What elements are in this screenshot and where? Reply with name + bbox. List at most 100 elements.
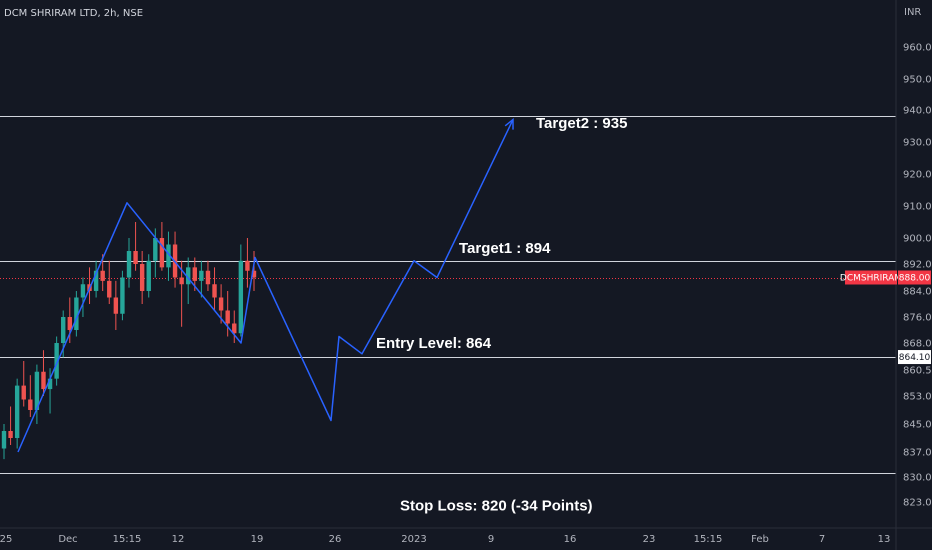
- symbol-badge-label: DCMSHRIRAM: [840, 274, 902, 284]
- candle-body: [225, 310, 230, 324]
- candle: [232, 310, 237, 343]
- candle: [80, 277, 86, 317]
- candle-body: [179, 277, 184, 285]
- x-tick-label: 23: [643, 534, 656, 545]
- candle-body: [166, 244, 171, 268]
- candle-body: [61, 317, 66, 343]
- last-price-label: 888.00: [899, 274, 931, 284]
- candle-body: [251, 270, 257, 278]
- candle-body: [21, 385, 26, 400]
- entry-price-label: 864.10: [899, 353, 931, 363]
- candle-body: [218, 297, 224, 311]
- candle-body: [113, 297, 119, 314]
- x-tick-label: 7: [819, 534, 825, 545]
- x-tick-label: 12: [172, 534, 185, 545]
- candle: [251, 251, 257, 291]
- y-tick-label: 823.00: [903, 498, 932, 509]
- candle: [100, 254, 105, 291]
- y-tick-label: 960.00: [903, 43, 932, 54]
- candle-body: [107, 280, 112, 298]
- x-tick-label: 25: [0, 534, 12, 545]
- x-tick-label: 13: [878, 534, 891, 545]
- candle: [139, 251, 145, 304]
- x-tick-label: 15:15: [694, 534, 723, 545]
- entry-price-badge: [898, 350, 931, 365]
- projection-path: [17, 118, 514, 453]
- candle: [205, 260, 211, 291]
- price-axis[interactable]: 823.00 830.00 837.00 845.00 853.00 860.50 868.…: [840, 43, 932, 509]
- candle-body: [100, 270, 105, 281]
- candle: [8, 406, 13, 445]
- y-tick-label: 860.50: [903, 366, 932, 377]
- candle-body: [205, 270, 211, 285]
- candle: [47, 368, 53, 414]
- annotation-entry[interactable]: Entry Level: 864: [376, 335, 492, 352]
- candle-body: [34, 371, 40, 410]
- x-tick-label: 15:15: [113, 534, 142, 545]
- y-tick-label: 853.00: [903, 392, 932, 403]
- candle-body: [186, 267, 191, 285]
- candle-body: [8, 431, 13, 438]
- candle: [238, 244, 244, 337]
- candle: [199, 260, 204, 298]
- candle-body: [139, 264, 145, 291]
- candle-body: [199, 270, 204, 281]
- annotation-target2[interactable]: Target2 : 935: [536, 115, 627, 132]
- candle: [218, 284, 224, 324]
- x-tick-label: 16: [564, 534, 577, 545]
- candle: [93, 260, 99, 298]
- candle: [146, 254, 151, 298]
- y-tick-label: 845.00: [903, 420, 932, 431]
- y-tick-label: 884.00: [903, 287, 932, 298]
- candle-body: [74, 297, 79, 330]
- candle-body: [54, 343, 59, 379]
- symbol-badge: [845, 270, 897, 285]
- candle: [74, 291, 79, 337]
- y-tick-label: 900.00: [903, 234, 932, 245]
- candle-body: [47, 378, 53, 390]
- candle-body: [126, 251, 132, 278]
- candle: [212, 267, 217, 311]
- candle-body: [232, 323, 237, 334]
- candle: [133, 222, 138, 271]
- x-tick-label: Dec: [58, 534, 77, 545]
- candle-body: [245, 260, 250, 271]
- candle: [186, 257, 191, 304]
- last-price-badge: [898, 270, 931, 285]
- candle: [126, 238, 132, 288]
- candle: [120, 270, 125, 321]
- candle-body: [14, 385, 20, 438]
- y-tick-label: 950.00: [903, 75, 932, 86]
- symbol-title: DCM SHRIRAM LTD, 2h, NSE: [4, 8, 143, 19]
- x-tick-label: Feb: [751, 534, 769, 545]
- candle: [54, 336, 59, 386]
- y-tick-label: 940.00: [903, 106, 932, 117]
- annotation-stoploss[interactable]: Stop Loss: 820 (-34 Points): [400, 498, 593, 515]
- candle: [107, 260, 112, 304]
- time-axis[interactable]: 25 Dec 15:15 12 19 26 2023 9 16 23 15:15 Feb 7 13: [0, 534, 890, 545]
- candle-body: [146, 260, 151, 291]
- candle: [113, 280, 119, 330]
- candle-body: [238, 260, 244, 334]
- candle-body: [67, 317, 72, 330]
- candle: [34, 364, 40, 424]
- candle-body: [93, 270, 99, 291]
- x-tick-label: 19: [251, 534, 264, 545]
- annotation-target1[interactable]: Target1 : 894: [459, 240, 551, 257]
- x-tick-label: 2023: [401, 534, 426, 545]
- projection-line[interactable]: [17, 119, 514, 453]
- y-tick-label: 837.00: [903, 448, 932, 459]
- annotations: Target2 : 935 Target1 : 894 Entry Level: 8…: [376, 115, 627, 515]
- candle: [41, 350, 46, 396]
- y-tick-label: 892.00: [903, 260, 932, 271]
- y-tick-label: 930.00: [903, 138, 932, 149]
- candle-body: [1, 431, 7, 449]
- candle-body: [41, 371, 46, 390]
- y-tick-label: 920.00: [903, 170, 932, 181]
- candle-body: [28, 399, 33, 410]
- candle-body: [153, 238, 158, 261]
- y-tick-label: 910.00: [903, 202, 932, 213]
